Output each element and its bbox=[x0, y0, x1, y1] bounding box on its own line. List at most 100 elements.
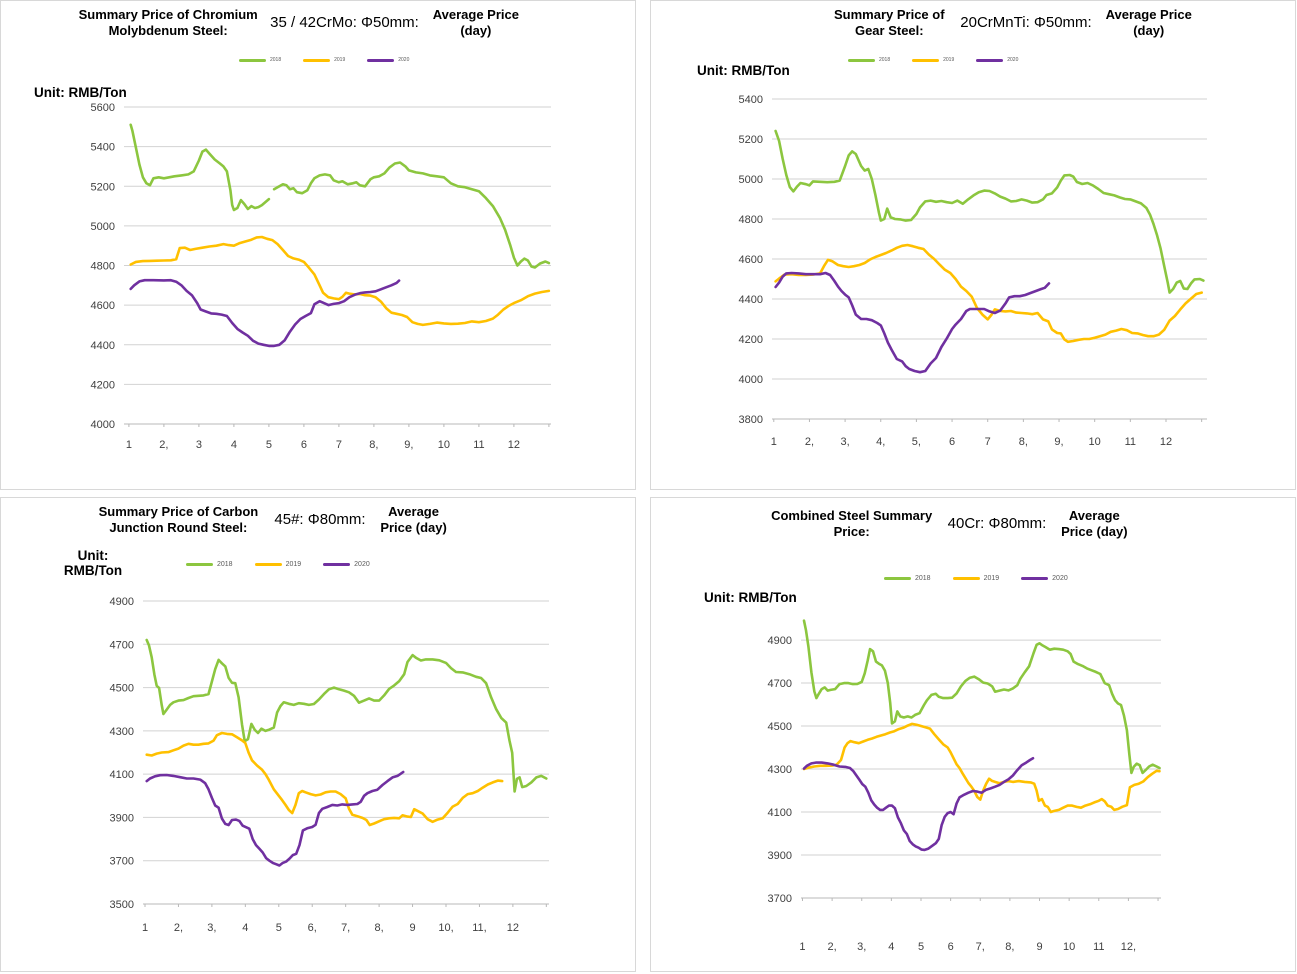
series-2018-line bbox=[272, 161, 551, 269]
y-tick-label: 4100 bbox=[110, 769, 134, 781]
legend-label: 2020 bbox=[354, 561, 370, 568]
line-chart: 5400 5200 5000 4800 4600 4400 4200 4000 3800 1 2, 3… bbox=[739, 94, 1207, 448]
y-tick-label: 4200 bbox=[91, 379, 115, 391]
y-tick-label: 4500 bbox=[768, 721, 792, 733]
legend-item: 2020 bbox=[367, 57, 409, 63]
x-tick-label: 3 bbox=[196, 439, 202, 451]
x-tick-label: 11 bbox=[1125, 436, 1136, 448]
x-tick-label: 2, bbox=[174, 922, 183, 934]
legend-line-swatch bbox=[323, 563, 351, 566]
x-tick-label: 5 bbox=[918, 941, 924, 953]
chart-panel-chromium-molybdenum: Summary Price of Chromium Molybdenum Ste… bbox=[0, 0, 636, 490]
chart-title: Summary Price of Chromium Molybdenum Ste… bbox=[27, 7, 572, 40]
series-2019-line bbox=[802, 722, 1161, 814]
x-tick-label: 4 bbox=[231, 439, 237, 451]
x-tick-label: 4, bbox=[876, 436, 885, 448]
series-2019-line bbox=[774, 243, 1204, 344]
legend-item: 2020 bbox=[1021, 575, 1068, 582]
chart-title-lead: Summary Price of Chromium Molybdenum Ste… bbox=[78, 7, 258, 39]
x-tick-label: 10, bbox=[438, 922, 453, 934]
x-tick-label: 7 bbox=[336, 439, 342, 451]
x-tick-label: 8, bbox=[375, 922, 384, 934]
x-tick-label: 2, bbox=[828, 941, 837, 953]
chart-title: Summary Price of Carbon Junction Round S… bbox=[41, 504, 503, 537]
y-tick-label: 4200 bbox=[739, 334, 763, 346]
y-tick-label: 3900 bbox=[768, 850, 792, 862]
legend-line-swatch bbox=[976, 58, 1004, 62]
y-tick-label: 5400 bbox=[739, 94, 763, 106]
y-tick-label: 3500 bbox=[110, 899, 134, 911]
x-tick-label: 9, bbox=[1054, 436, 1063, 448]
legend-line-swatch bbox=[848, 58, 875, 62]
y-tick-label: 4900 bbox=[110, 596, 134, 608]
x-tick-label: 2, bbox=[159, 439, 168, 451]
x-tick-label: 11 bbox=[1093, 941, 1104, 953]
chart-panel-combined-steel: Combined Steel Summary Price: 40Cr: Φ80m… bbox=[650, 497, 1296, 972]
x-tick-label: 11 bbox=[473, 439, 484, 451]
series-2018-line bbox=[145, 638, 548, 793]
series-2020-line bbox=[129, 278, 401, 348]
y-tick-label: 5000 bbox=[739, 174, 763, 186]
x-tick-label: 10 bbox=[1089, 436, 1101, 448]
chart-title-spec: 40Cr: Φ80mm: bbox=[947, 515, 1047, 533]
x-tick-label: 3, bbox=[857, 941, 866, 953]
x-tick-label: 6, bbox=[308, 922, 317, 934]
x-tick-label: 7 bbox=[985, 436, 991, 448]
legend-label: 2019 bbox=[983, 575, 1000, 582]
y-tick-label: 4800 bbox=[739, 214, 763, 226]
legend-item: 2018 bbox=[848, 57, 890, 63]
legend-line-swatch bbox=[303, 58, 331, 62]
legend-item: 2019 bbox=[912, 57, 954, 63]
series-2020-line bbox=[145, 770, 405, 867]
x-tick-label: 1 bbox=[126, 439, 132, 451]
x-tick-label: 1 bbox=[771, 436, 777, 448]
y-tick-label: 4300 bbox=[768, 764, 792, 776]
legend-line-swatch bbox=[239, 58, 266, 62]
legend-item: 2018 bbox=[186, 561, 233, 568]
chart-title-tail: Average Price (day) bbox=[380, 504, 447, 536]
series-2019-line bbox=[145, 731, 504, 827]
x-tick-label: 11, bbox=[472, 922, 486, 934]
y-tick-label: 5200 bbox=[91, 181, 115, 193]
unit-label: Unit: RMB/Ton bbox=[697, 63, 790, 78]
legend-label: 2018 bbox=[270, 57, 282, 63]
series-2018-line bbox=[774, 129, 1205, 294]
legend-label: 2020 bbox=[1052, 575, 1068, 582]
legend-label: 2019 bbox=[285, 561, 302, 568]
y-tick-label: 4000 bbox=[739, 374, 763, 386]
legend-line-swatch bbox=[952, 577, 980, 580]
x-tick-label: 12 bbox=[508, 439, 520, 451]
chart-legend: 2018 2019 2020 bbox=[186, 561, 370, 568]
series-2020-line bbox=[802, 756, 1035, 852]
legend-line-swatch bbox=[367, 58, 395, 62]
chart-legend: 2018 2019 2020 bbox=[848, 57, 1018, 63]
x-tick-label: 5 bbox=[266, 439, 272, 451]
unit-label: Unit: RMB/Ton bbox=[704, 590, 797, 605]
legend-line-swatch bbox=[186, 563, 213, 566]
chart-title-tail: Average Price (day) bbox=[1105, 7, 1192, 39]
line-chart: 4900 4700 4500 4300 4100 3900 3700 3500 1 2, 3, 4 5 6… bbox=[110, 596, 549, 934]
chart-title-tail: Average Price (day) bbox=[1061, 508, 1128, 540]
y-tick-label: 4900 bbox=[768, 635, 792, 647]
legend-item: 2018 bbox=[884, 575, 931, 582]
y-tick-label: 5400 bbox=[91, 142, 115, 154]
y-tick-label: 4800 bbox=[91, 261, 115, 273]
x-tick-label: 1 bbox=[799, 941, 805, 953]
x-tick-label: 5 bbox=[276, 922, 282, 934]
y-tick-label: 4600 bbox=[739, 254, 763, 266]
legend-item: 2020 bbox=[323, 561, 370, 568]
x-tick-label: 2, bbox=[805, 436, 814, 448]
y-tick-label: 5200 bbox=[739, 134, 763, 146]
chart-title: Combined Steel Summary Price: 40Cr: Φ80m… bbox=[733, 508, 1165, 541]
legend-line-swatch bbox=[254, 563, 282, 566]
x-tick-label: 9, bbox=[404, 439, 413, 451]
legend-label: 2019 bbox=[943, 57, 955, 63]
legend-item: 2018 bbox=[239, 57, 281, 63]
legend-label: 2018 bbox=[217, 561, 233, 568]
x-tick-label: 3, bbox=[841, 436, 850, 448]
x-tick-label: 6 bbox=[301, 439, 307, 451]
legend-label: 2019 bbox=[334, 57, 346, 63]
y-tick-label: 3800 bbox=[739, 414, 763, 426]
